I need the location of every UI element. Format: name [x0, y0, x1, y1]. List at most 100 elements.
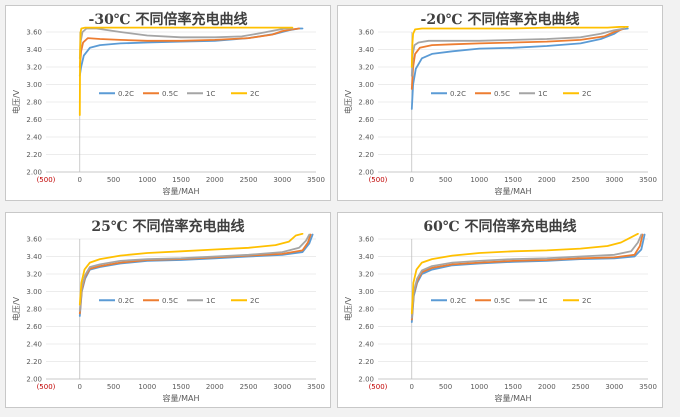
y-tick-label: 3.00 — [26, 81, 42, 89]
y-tick-label: 2.40 — [26, 134, 42, 142]
y-tick-label: 3.60 — [358, 29, 374, 37]
x-tick-label: 2500 — [572, 176, 590, 184]
x-tick-label: 3500 — [639, 176, 657, 184]
legend-label: 0.2C — [450, 90, 466, 98]
y-tick-label: 2.60 — [26, 116, 42, 124]
legend-label: 0.5C — [162, 90, 178, 98]
legend-label: 0.5C — [494, 90, 510, 98]
x-tick-label: 2000 — [206, 383, 224, 391]
x-tick-label: 3000 — [605, 383, 623, 391]
y-tick-label: 2.80 — [358, 306, 374, 314]
y-tick-label: 2.00 — [26, 376, 42, 384]
series-line-0-5c — [410, 27, 626, 90]
x-tick-label: (500) — [37, 383, 56, 391]
x-tick-label: 2000 — [206, 176, 224, 184]
series-line-0-5c — [410, 233, 644, 321]
x-axis-title: 容量/MAH — [494, 186, 531, 196]
y-tick-label: 2.60 — [358, 323, 374, 331]
y-tick-label: 3.40 — [358, 253, 374, 261]
x-tick-label: 1000 — [138, 176, 156, 184]
y-tick-label: 3.60 — [358, 236, 374, 244]
x-tick-label: 0 — [410, 383, 414, 391]
y-axis-title: 电压/V — [343, 296, 353, 321]
x-tick-label: 1500 — [504, 176, 522, 184]
x-tick-label: 0 — [78, 383, 82, 391]
x-tick-label: 2000 — [538, 176, 556, 184]
y-tick-label: 2.80 — [358, 99, 374, 107]
x-tick-label: 1500 — [172, 383, 190, 391]
legend-label: 0.2C — [450, 297, 466, 305]
y-tick-label: 3.40 — [26, 46, 42, 54]
y-tick-label: 2.60 — [26, 323, 42, 331]
x-tick-label: 2500 — [240, 383, 258, 391]
x-tick-label: 500 — [439, 383, 452, 391]
legend-label: 1C — [206, 90, 215, 98]
y-tick-label: 2.20 — [26, 151, 42, 159]
y-tick-label: 2.80 — [26, 99, 42, 107]
chart-panel-60: 2.00 2.20 2.40 2.60 2.80 3.00 3.20 3.40 3.60 (500… — [337, 212, 663, 408]
series-line-0-5c — [78, 27, 301, 68]
series-line-1c — [410, 27, 626, 77]
legend-label: 1C — [538, 297, 547, 305]
legend-label: 0.5C — [162, 297, 178, 305]
y-axis-title: 电压/V — [11, 296, 21, 321]
y-tick-label: 3.20 — [26, 271, 42, 279]
x-tick-label: 500 — [107, 176, 120, 184]
x-tick-label: 500 — [107, 383, 120, 391]
x-tick-label: 3500 — [307, 383, 325, 391]
y-tick-label: 2.80 — [26, 306, 42, 314]
chart-title: 25℃ 不同倍率充电曲线 — [91, 219, 245, 235]
y-tick-label: 3.20 — [358, 271, 374, 279]
series-line-1c — [410, 233, 643, 319]
x-tick-label: 1500 — [172, 176, 190, 184]
x-tick-label: 3000 — [605, 176, 623, 184]
series-line-1c — [78, 27, 294, 60]
y-tick-label: 2.20 — [358, 151, 374, 159]
x-tick-label: 3000 — [273, 176, 291, 184]
x-axis-title: 容量/MAH — [162, 393, 199, 403]
x-tick-label: 3500 — [639, 383, 657, 391]
y-tick-label: 2.60 — [358, 116, 374, 124]
series-line-2c — [78, 233, 304, 306]
y-tick-label: 2.40 — [26, 341, 42, 349]
legend-label: 0.2C — [118, 90, 134, 98]
y-tick-label: 2.20 — [358, 358, 374, 366]
x-tick-label: 1000 — [470, 176, 488, 184]
series-line-2c — [78, 26, 294, 116]
x-tick-label: 2500 — [240, 176, 258, 184]
x-tick-label: 500 — [439, 176, 452, 184]
y-tick-label: 3.00 — [26, 288, 42, 296]
y-tick-label: 3.20 — [26, 64, 42, 72]
x-tick-label: 2500 — [572, 383, 590, 391]
x-tick-label: 0 — [78, 176, 82, 184]
y-axis-title: 电压/V — [11, 89, 21, 114]
series-line-0-2c — [410, 27, 629, 110]
x-tick-label: 1500 — [504, 383, 522, 391]
series-line-1c — [78, 233, 311, 312]
y-tick-label: 3.60 — [26, 236, 42, 244]
chart-title: 60℃ 不同倍率充电曲线 — [423, 219, 577, 235]
y-tick-label: 3.20 — [358, 64, 374, 72]
y-tick-label: 3.40 — [26, 253, 42, 261]
chart-minus30-svg: 2.00 2.20 2.40 2.60 2.80 3.00 3.20 3.40 3.60 (500… — [11, 26, 325, 196]
x-axis-title: 容量/MAH — [494, 393, 531, 403]
chart-title: -20℃ 不同倍率充电曲线 — [420, 12, 580, 28]
legend-label: 2C — [582, 297, 591, 305]
x-tick-label: 1000 — [138, 383, 156, 391]
y-tick-label: 2.40 — [358, 134, 374, 142]
y-axis-title: 电压/V — [343, 89, 353, 114]
x-tick-label: 0 — [410, 176, 414, 184]
x-tick-label: 3500 — [307, 176, 325, 184]
x-tick-label: (500) — [369, 383, 388, 391]
chart-panel-minus20: 2.00 2.20 2.40 2.60 2.80 3.00 3.20 3.40 3.60 (500… — [337, 5, 663, 201]
legend-label: 0.2C — [118, 297, 134, 305]
legend-label: 1C — [206, 297, 215, 305]
chart-minus20-svg: 2.00 2.20 2.40 2.60 2.80 3.00 3.20 3.40 3.60 (500… — [343, 26, 657, 196]
chart-60-svg: 2.00 2.20 2.40 2.60 2.80 3.00 3.20 3.40 3.60 (500… — [343, 233, 657, 403]
x-axis-title: 容量/MAH — [162, 186, 199, 196]
y-tick-label: 3.00 — [358, 288, 374, 296]
legend-label: 2C — [250, 90, 259, 98]
y-tick-label: 2.20 — [26, 358, 42, 366]
chart-panel-25: 2.00 2.20 2.40 2.60 2.80 3.00 3.20 3.40 3.60 (500… — [5, 212, 331, 408]
